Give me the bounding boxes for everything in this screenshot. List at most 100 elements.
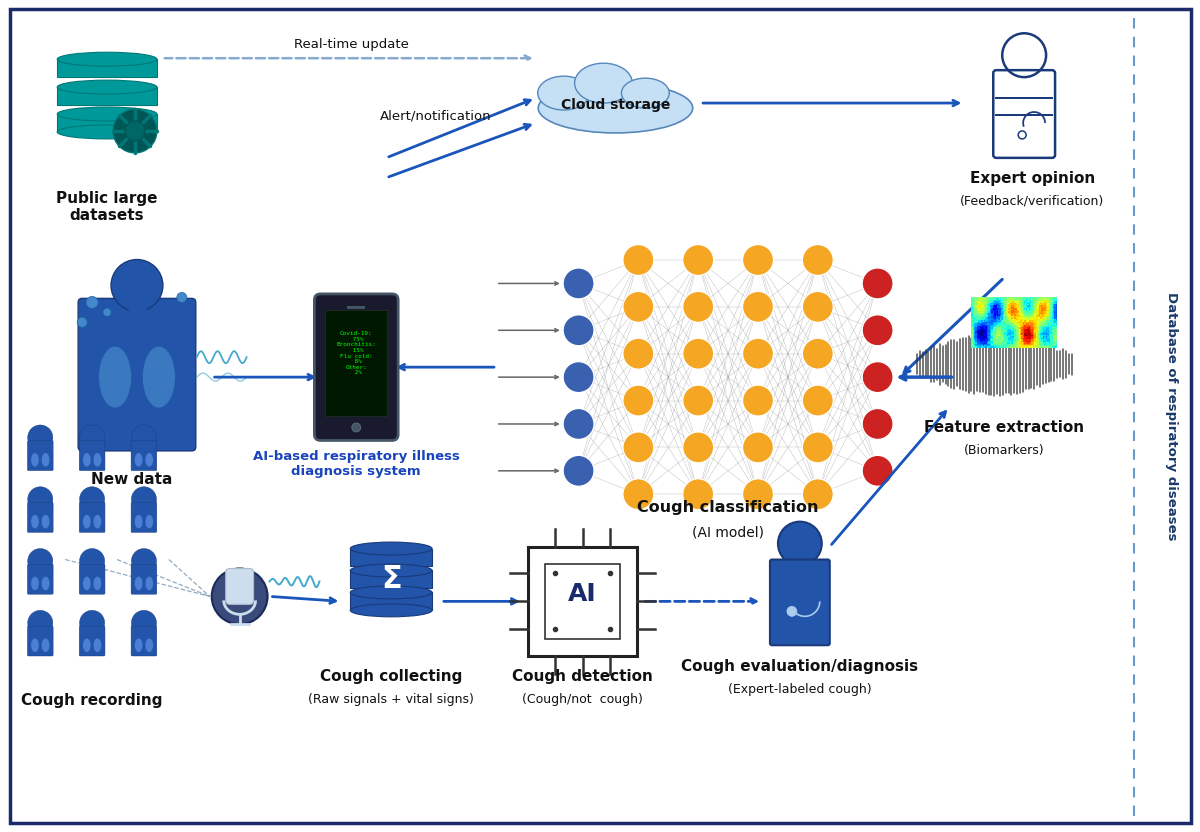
Text: New data: New data — [91, 472, 173, 487]
FancyBboxPatch shape — [314, 294, 398, 440]
Bar — [58, 87, 157, 105]
FancyBboxPatch shape — [131, 441, 157, 471]
Bar — [347, 306, 365, 309]
Ellipse shape — [622, 78, 670, 108]
Circle shape — [862, 362, 893, 393]
Ellipse shape — [31, 515, 40, 528]
Circle shape — [803, 291, 833, 322]
Circle shape — [803, 339, 833, 369]
Ellipse shape — [134, 638, 143, 652]
Ellipse shape — [350, 586, 432, 599]
Bar — [350, 592, 432, 611]
Ellipse shape — [42, 453, 49, 467]
Ellipse shape — [58, 125, 157, 139]
Ellipse shape — [143, 346, 175, 408]
Circle shape — [103, 309, 112, 316]
Circle shape — [743, 385, 774, 416]
Ellipse shape — [83, 515, 91, 528]
Circle shape — [803, 432, 833, 463]
Bar — [128, 285, 145, 311]
Ellipse shape — [58, 80, 157, 94]
Text: Feature extraction: Feature extraction — [924, 420, 1085, 435]
Bar — [325, 310, 388, 417]
Circle shape — [778, 522, 822, 566]
FancyBboxPatch shape — [79, 503, 104, 532]
FancyBboxPatch shape — [79, 564, 104, 594]
Text: (Cough/not  cough): (Cough/not cough) — [522, 693, 643, 706]
Text: Cough recording: Cough recording — [22, 693, 163, 708]
Circle shape — [563, 268, 594, 299]
Circle shape — [862, 455, 893, 486]
Text: Cough evaluation/diagnosis: Cough evaluation/diagnosis — [682, 659, 918, 674]
Ellipse shape — [134, 453, 143, 467]
Circle shape — [623, 245, 654, 275]
Circle shape — [112, 260, 163, 311]
Circle shape — [28, 611, 53, 636]
FancyBboxPatch shape — [770, 559, 829, 646]
Text: (Biomarkers): (Biomarkers) — [964, 444, 1044, 457]
Ellipse shape — [58, 52, 157, 67]
Circle shape — [211, 568, 268, 624]
Text: Public large
datasets: Public large datasets — [56, 191, 158, 223]
FancyBboxPatch shape — [226, 568, 253, 604]
FancyBboxPatch shape — [528, 547, 637, 656]
FancyBboxPatch shape — [545, 563, 620, 639]
Circle shape — [803, 245, 833, 275]
Circle shape — [683, 385, 714, 416]
Circle shape — [623, 339, 654, 369]
Ellipse shape — [134, 515, 143, 528]
Circle shape — [623, 432, 654, 463]
Ellipse shape — [145, 453, 154, 467]
FancyBboxPatch shape — [79, 626, 104, 656]
Ellipse shape — [94, 638, 102, 652]
Text: Expert opinion: Expert opinion — [970, 171, 1094, 186]
Bar — [58, 114, 157, 132]
Ellipse shape — [94, 515, 102, 528]
Circle shape — [862, 409, 893, 439]
Ellipse shape — [145, 638, 154, 652]
Circle shape — [131, 611, 156, 636]
Ellipse shape — [538, 83, 692, 133]
Circle shape — [176, 292, 187, 302]
Ellipse shape — [42, 577, 49, 591]
Circle shape — [683, 339, 714, 369]
Circle shape — [683, 291, 714, 322]
Circle shape — [683, 478, 714, 510]
FancyBboxPatch shape — [28, 503, 53, 532]
Text: Alert/notification: Alert/notification — [380, 110, 492, 123]
Text: (AI model): (AI model) — [692, 526, 764, 540]
Text: Cough detection: Cough detection — [512, 669, 653, 684]
Circle shape — [743, 432, 774, 463]
Circle shape — [623, 291, 654, 322]
Circle shape — [352, 423, 361, 432]
Circle shape — [28, 425, 53, 450]
Circle shape — [803, 478, 833, 510]
Circle shape — [743, 339, 774, 369]
FancyBboxPatch shape — [131, 564, 157, 594]
FancyBboxPatch shape — [78, 299, 196, 451]
Text: AI: AI — [569, 582, 596, 607]
Circle shape — [79, 611, 104, 636]
Text: AI-based respiratory illness
diagnosis system: AI-based respiratory illness diagnosis s… — [253, 450, 460, 478]
Circle shape — [623, 478, 654, 510]
Circle shape — [743, 245, 774, 275]
Circle shape — [803, 385, 833, 416]
Ellipse shape — [145, 577, 154, 591]
Text: Real-time update: Real-time update — [294, 38, 409, 52]
Ellipse shape — [145, 515, 154, 528]
Circle shape — [28, 548, 53, 574]
Ellipse shape — [31, 638, 40, 652]
Ellipse shape — [350, 564, 432, 577]
Circle shape — [86, 296, 98, 309]
Circle shape — [683, 245, 714, 275]
Circle shape — [563, 455, 594, 486]
Ellipse shape — [42, 515, 49, 528]
Circle shape — [563, 409, 594, 439]
Circle shape — [28, 487, 53, 512]
Text: (Expert-labeled cough): (Expert-labeled cough) — [728, 683, 871, 696]
Ellipse shape — [42, 638, 49, 652]
Circle shape — [79, 487, 104, 512]
Ellipse shape — [94, 577, 102, 591]
Bar — [350, 571, 432, 588]
Circle shape — [79, 548, 104, 574]
